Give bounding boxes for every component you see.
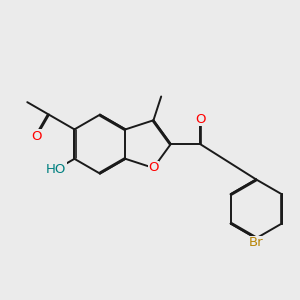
Text: Br: Br <box>249 236 263 249</box>
Text: O: O <box>31 130 42 143</box>
Text: O: O <box>148 161 159 174</box>
Text: HO: HO <box>46 163 66 176</box>
Text: O: O <box>195 112 206 126</box>
